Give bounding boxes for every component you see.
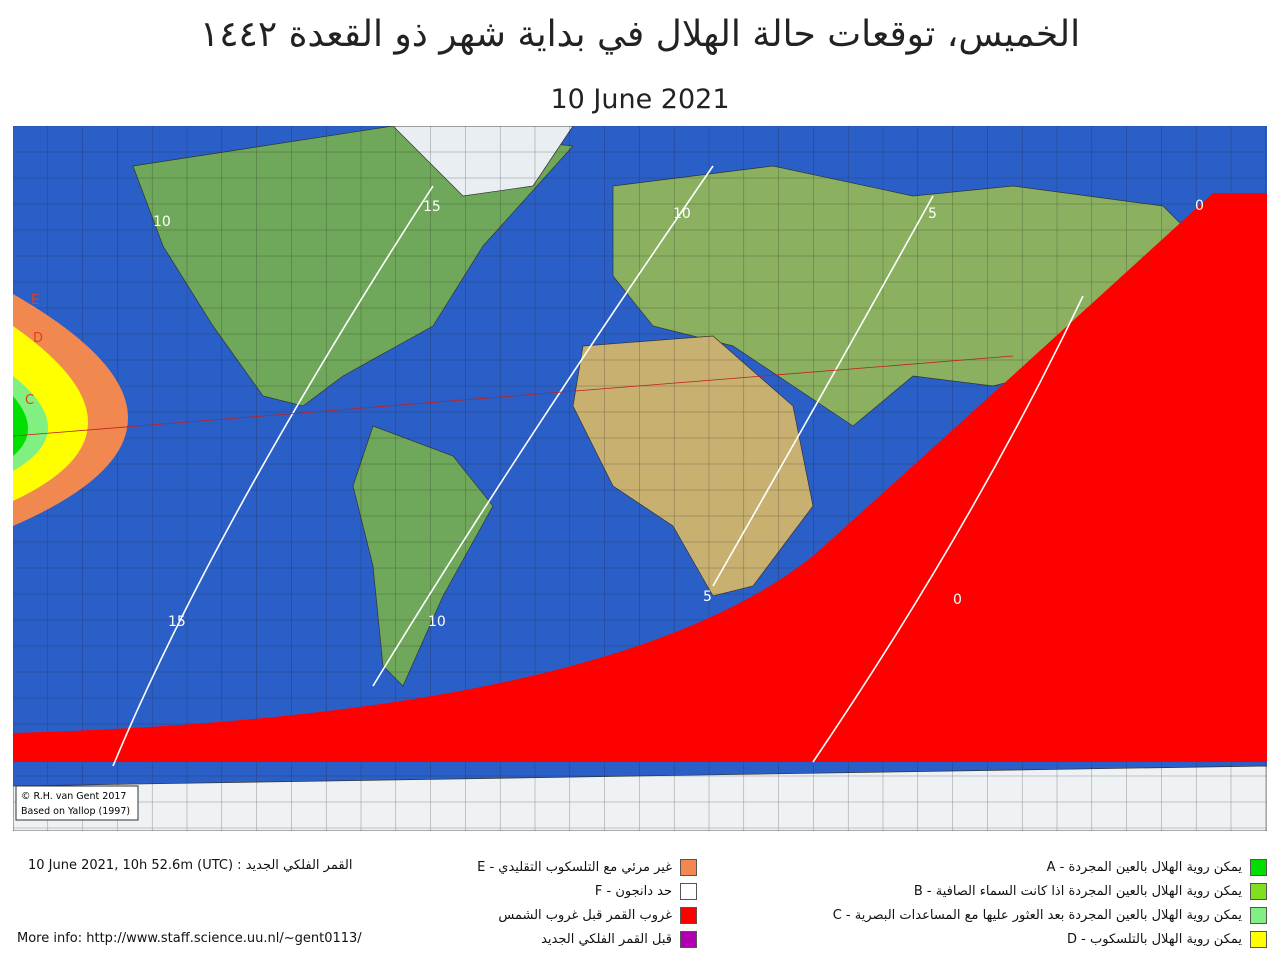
moonset-region — [13, 193, 1267, 762]
visibility-zones — [13, 294, 128, 526]
zone-label: C — [25, 393, 34, 408]
legend-item: B - يمكن روية الهلال بالعين المجردة اذا … — [914, 883, 1267, 900]
zone-label: E — [31, 293, 39, 308]
contour-label: 10 — [153, 214, 171, 230]
legend-item: C - يمكن روية الهلال بالعين المجردة بعد … — [833, 907, 1267, 924]
contour-label: 10 — [428, 614, 446, 630]
legend-swatch — [680, 859, 697, 876]
legend-label: F - حد دانجون — [594, 884, 672, 899]
credit-box — [15, 785, 139, 821]
legend-label: B - يمكن روية الهلال بالعين المجردة اذا … — [913, 884, 1242, 899]
legend-swatch — [680, 883, 697, 900]
credit: © R.H. van Gent 2017 — [21, 791, 126, 802]
zone-label: D — [33, 331, 43, 346]
map: 15 10 5 0 10 15 10 5 0 E D C © R.H. van Gent 2017 B… — [13, 126, 1267, 831]
legend-swatch — [680, 907, 697, 924]
legend-label: A - يمكن روية الهلال بالعين المجردة — [1046, 860, 1242, 875]
more-info: More info: http://www.staff.science.uu.n… — [17, 931, 362, 946]
legend-swatch — [680, 931, 697, 948]
credit: Based on Yallop (1997) — [21, 806, 130, 817]
contour-label: 15 — [168, 614, 186, 630]
legend-swatch — [1250, 907, 1267, 924]
legend-label: D - يمكن روية الهلال بالتلسكوب — [1067, 932, 1242, 947]
contour-label: 0 — [1195, 198, 1204, 214]
legend-label: C - يمكن روية الهلال بالعين المجردة بعد … — [832, 908, 1242, 923]
legend-label: قبل القمر الفلكي الجديد — [541, 932, 672, 947]
legend-label: E - غير مرئي مع التلسكوب التقليدي — [477, 860, 672, 875]
legend-swatch — [1250, 931, 1267, 948]
contour-label: 10 — [673, 206, 691, 222]
legend-swatch — [1250, 883, 1267, 900]
legend-item: D - يمكن روية الهلال بالتلسكوب — [1067, 931, 1267, 948]
legend-item: قبل القمر الفلكي الجديد — [541, 931, 697, 948]
legend-item: غروب القمر قبل غروب الشمس — [498, 907, 697, 924]
contour-label: 5 — [703, 589, 712, 605]
legend-label: غروب القمر قبل غروب الشمس — [498, 908, 672, 923]
legend-item: F - حد دانجون — [595, 883, 697, 900]
legend-item: E - غير مرئي مع التلسكوب التقليدي — [477, 859, 697, 876]
contour-label: 5 — [928, 206, 937, 222]
ecliptic — [13, 355, 1014, 437]
legend-item: A - يمكن روية الهلال بالعين المجردة — [1047, 859, 1267, 876]
title: الخميس، توقعات حالة الهلال في بداية شهر … — [199, 14, 1081, 55]
contour-label: 15 — [423, 199, 441, 215]
new-moon: 10 June 2021, 10h 52.6m (UTC) : القمر ال… — [28, 858, 353, 873]
contour-label: 0 — [953, 592, 962, 608]
contours — [112, 165, 1084, 767]
legend-swatch — [1250, 859, 1267, 876]
date: 10 June 2021 — [550, 84, 730, 115]
